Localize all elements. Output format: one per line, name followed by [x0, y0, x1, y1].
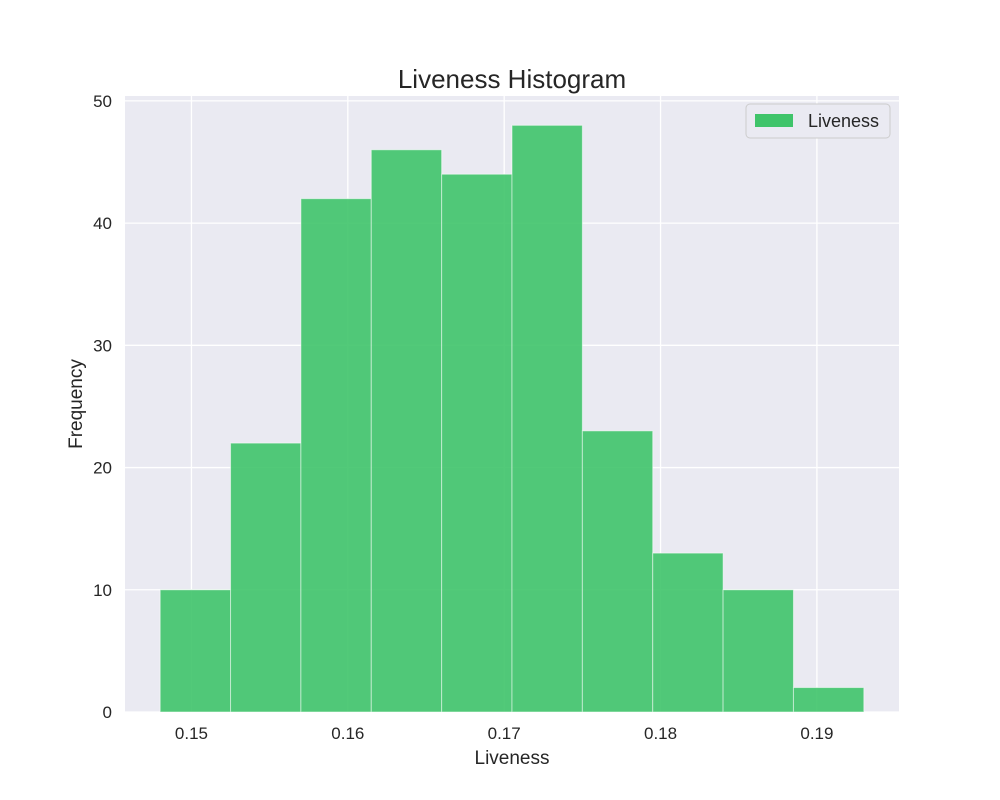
histogram-bar-6 [581, 430, 654, 713]
y-tick-label-4: 40 [93, 214, 112, 233]
histogram-bar-4 [441, 173, 513, 713]
y-tick-labels: 0 10 20 30 40 50 [93, 92, 112, 722]
legend: Liveness [745, 103, 891, 139]
legend-swatch [755, 114, 793, 127]
histogram-bar-3 [370, 149, 443, 713]
histogram-bars [159, 124, 865, 713]
y-tick-label-5: 50 [93, 92, 112, 111]
y-tick-label-2: 20 [93, 459, 112, 478]
x-tick-label-3: 0.18 [644, 724, 677, 743]
chart-title: Liveness Histogram [398, 64, 626, 94]
histogram-bar-7 [652, 552, 724, 713]
x-axis-label: Liveness [475, 748, 550, 769]
x-tick-label-0: 0.15 [175, 724, 208, 743]
legend-label: Liveness [808, 111, 879, 131]
histogram-bar-0 [159, 589, 232, 713]
y-tick-label-0: 0 [103, 703, 112, 722]
histogram-bar-5 [511, 124, 583, 713]
y-tick-label-3: 30 [93, 336, 112, 355]
histogram-bar-8 [722, 589, 794, 713]
y-axis-label: Frequency [66, 359, 87, 449]
legend-box [745, 103, 891, 139]
y-tick-label-1: 10 [93, 581, 112, 600]
histogram-bar-9 [792, 687, 865, 713]
x-tick-label-1: 0.16 [331, 724, 364, 743]
x-tick-labels: 0.15 0.16 0.17 0.18 0.19 [175, 724, 834, 743]
x-tick-label-2: 0.17 [488, 724, 521, 743]
histogram-bar-1 [230, 442, 302, 713]
x-tick-label-4: 0.19 [800, 724, 833, 743]
histogram-bar-2 [300, 198, 372, 713]
